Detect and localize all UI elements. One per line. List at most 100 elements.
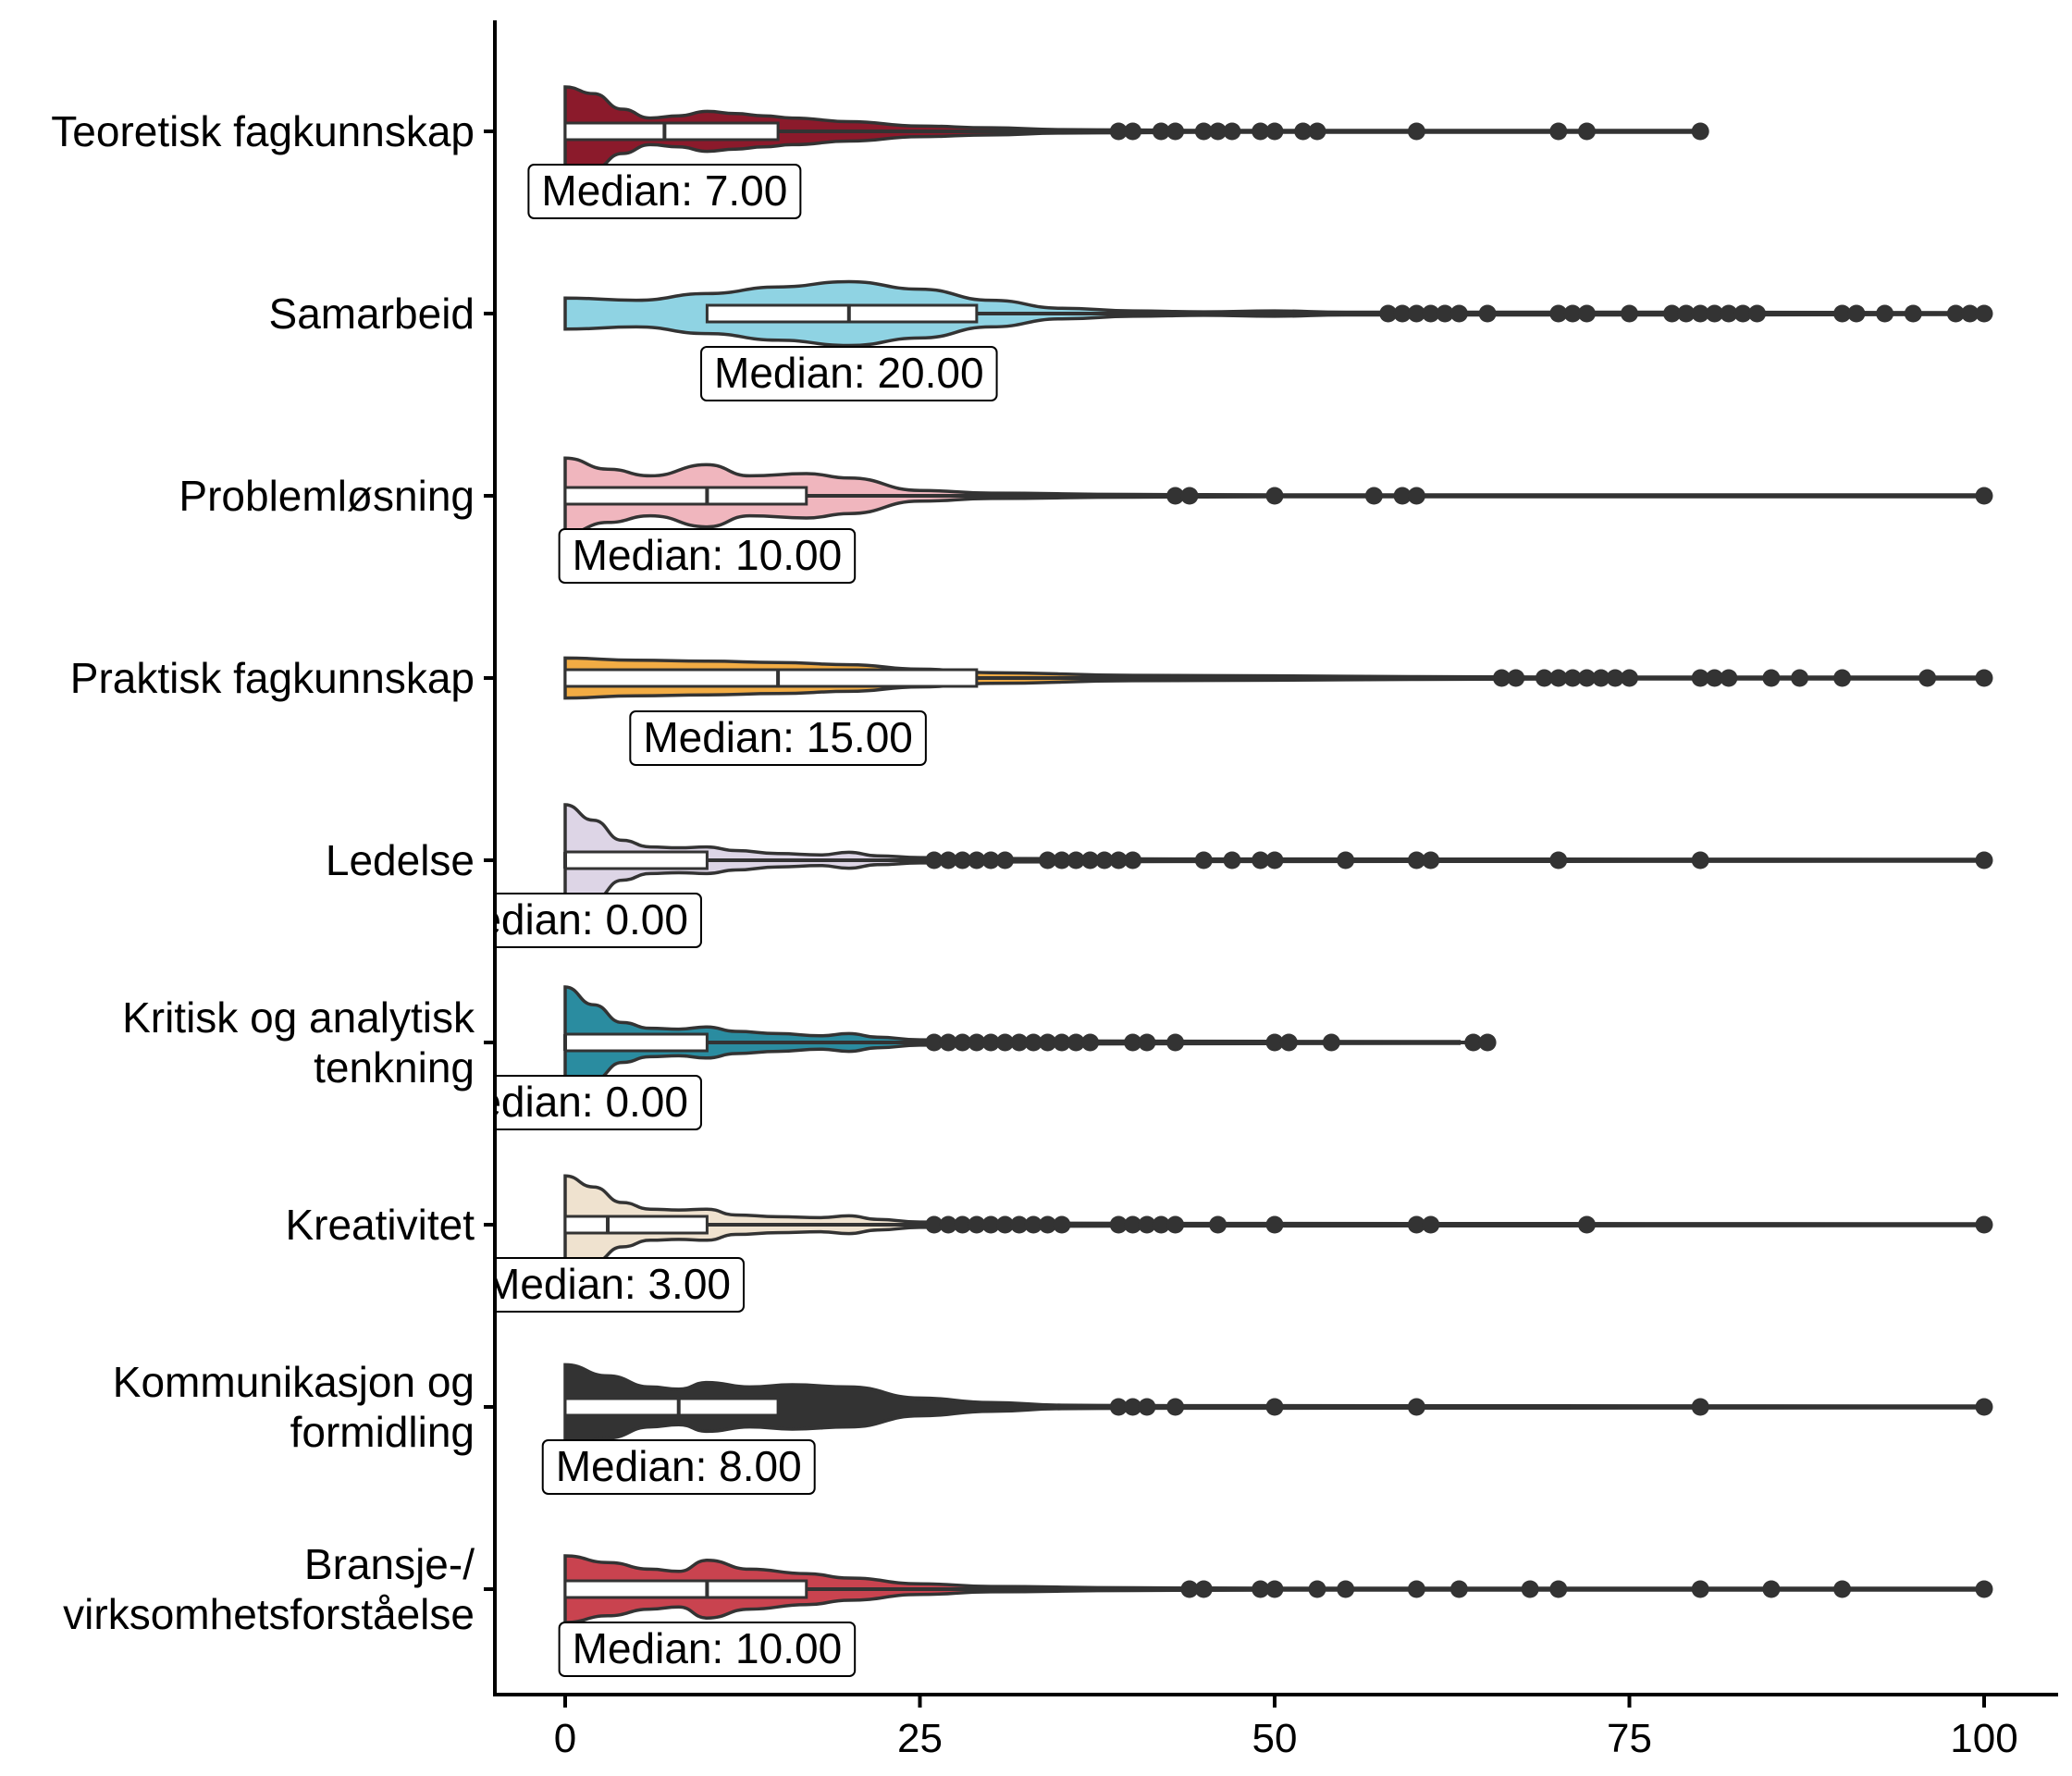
outlier-point [1081, 851, 1100, 870]
outlier-point [925, 1033, 944, 1052]
outlier-point [1592, 669, 1610, 687]
outlier-point [1138, 1215, 1156, 1234]
category-label: Kommunikasjon og formidling [113, 1358, 475, 1456]
outlier-point [1549, 304, 1568, 323]
outlier-point [1876, 304, 1894, 323]
outlier-point [1152, 1215, 1170, 1234]
outlier-point [1308, 1580, 1326, 1598]
outlier-point [1180, 487, 1199, 505]
median-label-box [497, 893, 702, 948]
outlier-point [954, 1033, 972, 1052]
violin-group: Median: 20.00 [563, 279, 1993, 401]
median-label-text: Median: 7.00 [541, 166, 787, 215]
outlier-point [1265, 851, 1284, 870]
outlier-point [1691, 304, 1709, 323]
median-label: Median: 8.00 [541, 1439, 816, 1495]
outlier-point [1706, 669, 1724, 687]
outlier-point [1124, 1398, 1142, 1416]
median-label-box [558, 1622, 857, 1677]
outlier-point [1422, 304, 1440, 323]
outlier-point [1265, 1580, 1284, 1598]
outlier-point [1124, 851, 1142, 870]
category-label: Bransje-/virksomhetsforståelse [63, 1540, 475, 1638]
outlier-point [1180, 1580, 1199, 1598]
outlier-point [1762, 1580, 1781, 1598]
outlier-point [1535, 669, 1553, 687]
median-label-box [497, 1075, 702, 1130]
median-label: Median: 0.00 [497, 1075, 702, 1130]
x-tick-label: 50 [1252, 1716, 1298, 1761]
outlier-point [1024, 1215, 1042, 1234]
outlier-point [1549, 669, 1568, 687]
category-label: Kreativitet [285, 1201, 475, 1249]
median-label-text: Median: 10.00 [573, 1624, 843, 1672]
outlier-point [1549, 1580, 1568, 1598]
outlier-point [1720, 304, 1738, 323]
outlier-point [1961, 304, 1980, 323]
outlier-point [1209, 1215, 1227, 1234]
outlier-point [1053, 851, 1071, 870]
median-label-text: Median: 3.00 [485, 1260, 731, 1308]
outlier-point [1265, 487, 1284, 505]
category-label: Kritisk og analytisk tenkning [122, 993, 475, 1092]
outlier-point [1975, 1580, 1993, 1598]
median-label-text: Median: 8.00 [556, 1442, 802, 1490]
outlier-point [1194, 122, 1213, 141]
outlier-point [1748, 304, 1767, 323]
outlier-point [1053, 1033, 1071, 1052]
outlier-point [1209, 122, 1227, 141]
outlier-point [1053, 1215, 1071, 1234]
outlier-point [1975, 487, 1993, 505]
outlier-point [1152, 122, 1170, 141]
outlier-point [1265, 1215, 1284, 1234]
outlier-point [1223, 851, 1241, 870]
outlier-point [1847, 304, 1866, 323]
outlier-point [1407, 851, 1425, 870]
outlier-point [1691, 669, 1709, 687]
outlier-point [1067, 1033, 1085, 1052]
outlier-point [1762, 669, 1781, 687]
outlier-point [981, 1215, 1000, 1234]
outlier-point [1677, 304, 1696, 323]
box [563, 668, 979, 688]
outlier-point [1109, 851, 1128, 870]
median-label-text: Median: 20.00 [714, 349, 984, 397]
violin-group: Median: 0.00 [497, 985, 1497, 1130]
outlier-point [1166, 1398, 1185, 1416]
outlier-point [1393, 487, 1412, 505]
violin-group: Median: 15.00 [563, 656, 1993, 766]
outlier-point [1733, 304, 1752, 323]
outlier-point [1691, 851, 1709, 870]
outlier-point [1577, 669, 1596, 687]
outlier-point [1194, 851, 1213, 870]
box [563, 1032, 709, 1053]
outlier-point [1478, 304, 1497, 323]
outlier-point [939, 1215, 957, 1234]
outlier-point [1166, 122, 1185, 141]
outlier-point [1975, 1215, 1993, 1234]
outlier-point [1138, 1033, 1156, 1052]
outlier-point [1308, 122, 1326, 141]
median-label-box [541, 1439, 816, 1495]
outlier-point [1606, 669, 1624, 687]
outlier-point [1975, 851, 1993, 870]
outlier-point [1577, 122, 1596, 141]
violin-group: Median: 3.00 [485, 1174, 1993, 1313]
outlier-point [1464, 1033, 1483, 1052]
outlier-point [1833, 304, 1852, 323]
outlier-point [1904, 304, 1922, 323]
outlier-point [981, 1033, 1000, 1052]
outlier-point [1138, 1398, 1156, 1416]
median-label: Median: 20.00 [700, 346, 998, 401]
outlier-point [1563, 304, 1582, 323]
outlier-point [1577, 1215, 1596, 1234]
box [563, 1215, 709, 1235]
outlier-point [1024, 1033, 1042, 1052]
outlier-point [1010, 1033, 1029, 1052]
outlier-point [1252, 851, 1270, 870]
outlier-point [1039, 1215, 1057, 1234]
outlier-point [1691, 122, 1709, 141]
outlier-point [925, 851, 944, 870]
outlier-point [1577, 304, 1596, 323]
outlier-point [1407, 304, 1425, 323]
